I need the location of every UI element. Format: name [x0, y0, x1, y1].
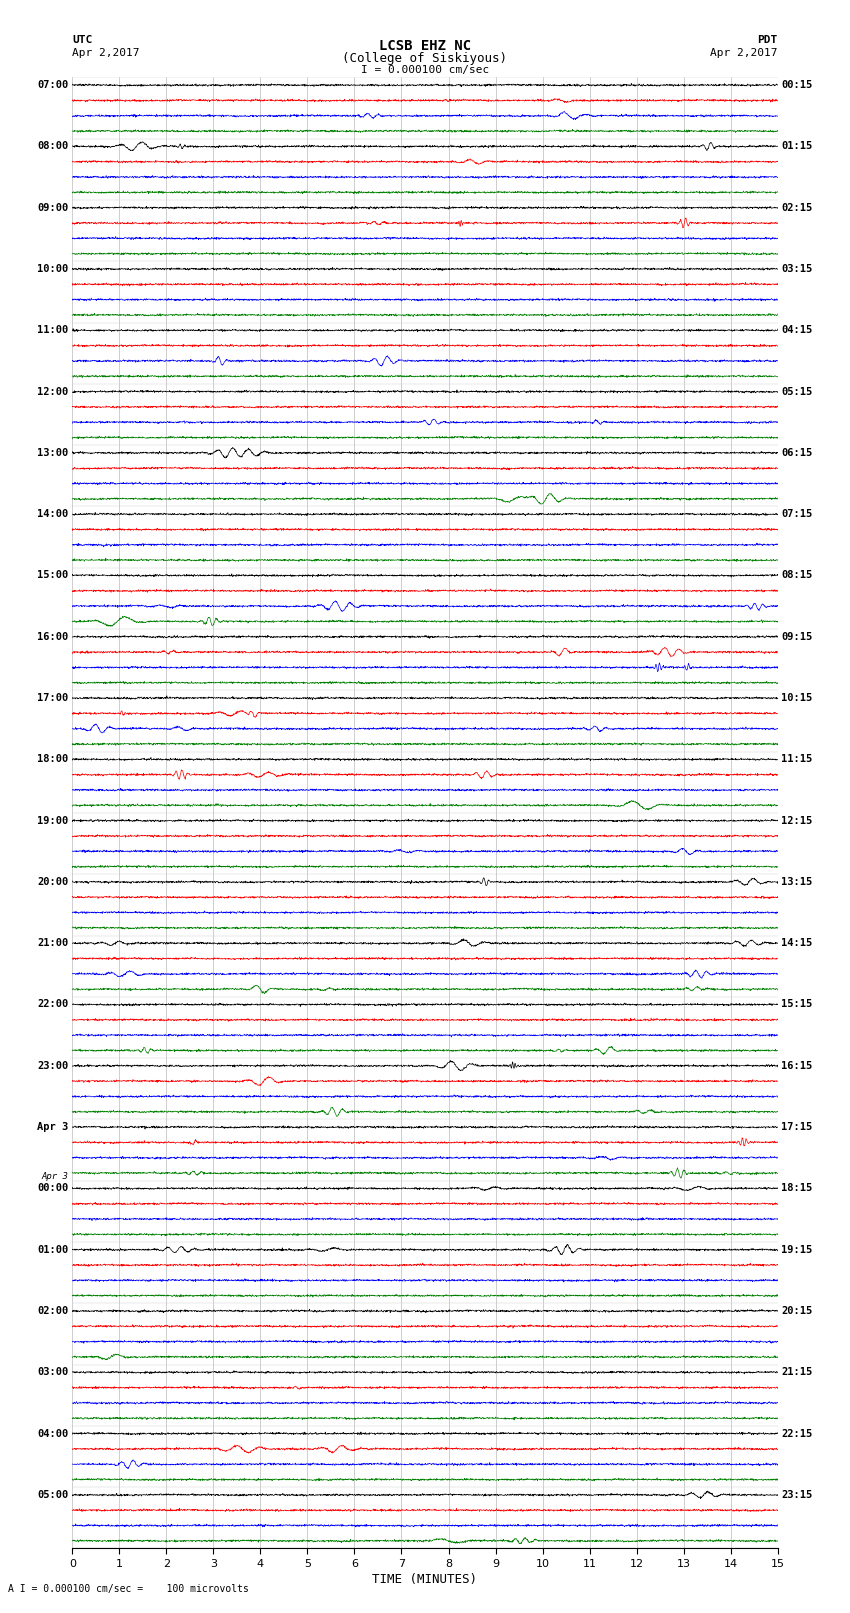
Text: 05:15: 05:15	[781, 387, 813, 397]
Text: 17:00: 17:00	[37, 694, 69, 703]
Text: 15:15: 15:15	[781, 1000, 813, 1010]
Text: 21:00: 21:00	[37, 939, 69, 948]
Text: 02:00: 02:00	[37, 1307, 69, 1316]
Text: 16:00: 16:00	[37, 632, 69, 642]
Text: 11:15: 11:15	[781, 755, 813, 765]
Text: 21:15: 21:15	[781, 1368, 813, 1378]
Text: 12:15: 12:15	[781, 816, 813, 826]
Text: Apr 3: Apr 3	[37, 1123, 69, 1132]
Text: 03:00: 03:00	[37, 1368, 69, 1378]
Text: 00:00: 00:00	[37, 1184, 69, 1194]
X-axis label: TIME (MINUTES): TIME (MINUTES)	[372, 1573, 478, 1586]
Text: 09:15: 09:15	[781, 632, 813, 642]
Text: 18:00: 18:00	[37, 755, 69, 765]
Text: Apr 2,2017: Apr 2,2017	[711, 48, 778, 58]
Text: Apr 3: Apr 3	[42, 1171, 69, 1181]
Text: PDT: PDT	[757, 35, 778, 45]
Text: 06:15: 06:15	[781, 448, 813, 458]
Text: 14:15: 14:15	[781, 939, 813, 948]
Text: 20:15: 20:15	[781, 1307, 813, 1316]
Text: 05:00: 05:00	[37, 1490, 69, 1500]
Text: 01:00: 01:00	[37, 1245, 69, 1255]
Text: 03:15: 03:15	[781, 265, 813, 274]
Text: 15:00: 15:00	[37, 571, 69, 581]
Text: 17:15: 17:15	[781, 1123, 813, 1132]
Text: 22:15: 22:15	[781, 1429, 813, 1439]
Text: 02:15: 02:15	[781, 203, 813, 213]
Text: 07:00: 07:00	[37, 81, 69, 90]
Text: 07:15: 07:15	[781, 510, 813, 519]
Text: A I = 0.000100 cm/sec =    100 microvolts: A I = 0.000100 cm/sec = 100 microvolts	[8, 1584, 249, 1594]
Text: 08:00: 08:00	[37, 142, 69, 152]
Text: LCSB EHZ NC: LCSB EHZ NC	[379, 39, 471, 53]
Text: 13:15: 13:15	[781, 877, 813, 887]
Text: 23:15: 23:15	[781, 1490, 813, 1500]
Text: 09:00: 09:00	[37, 203, 69, 213]
Text: 22:00: 22:00	[37, 1000, 69, 1010]
Text: (College of Siskiyous): (College of Siskiyous)	[343, 52, 507, 65]
Text: 10:00: 10:00	[37, 265, 69, 274]
Text: 19:15: 19:15	[781, 1245, 813, 1255]
Text: 16:15: 16:15	[781, 1061, 813, 1071]
Text: 20:00: 20:00	[37, 877, 69, 887]
Text: 23:00: 23:00	[37, 1061, 69, 1071]
Text: 14:00: 14:00	[37, 510, 69, 519]
Text: I = 0.000100 cm/sec: I = 0.000100 cm/sec	[361, 65, 489, 74]
Text: 11:00: 11:00	[37, 326, 69, 336]
Text: 04:00: 04:00	[37, 1429, 69, 1439]
Text: 18:15: 18:15	[781, 1184, 813, 1194]
Text: UTC: UTC	[72, 35, 93, 45]
Text: 00:15: 00:15	[781, 81, 813, 90]
Text: Apr 2,2017: Apr 2,2017	[72, 48, 139, 58]
Text: 12:00: 12:00	[37, 387, 69, 397]
Text: 19:00: 19:00	[37, 816, 69, 826]
Text: 10:15: 10:15	[781, 694, 813, 703]
Text: 13:00: 13:00	[37, 448, 69, 458]
Text: 08:15: 08:15	[781, 571, 813, 581]
Text: 04:15: 04:15	[781, 326, 813, 336]
Text: 01:15: 01:15	[781, 142, 813, 152]
